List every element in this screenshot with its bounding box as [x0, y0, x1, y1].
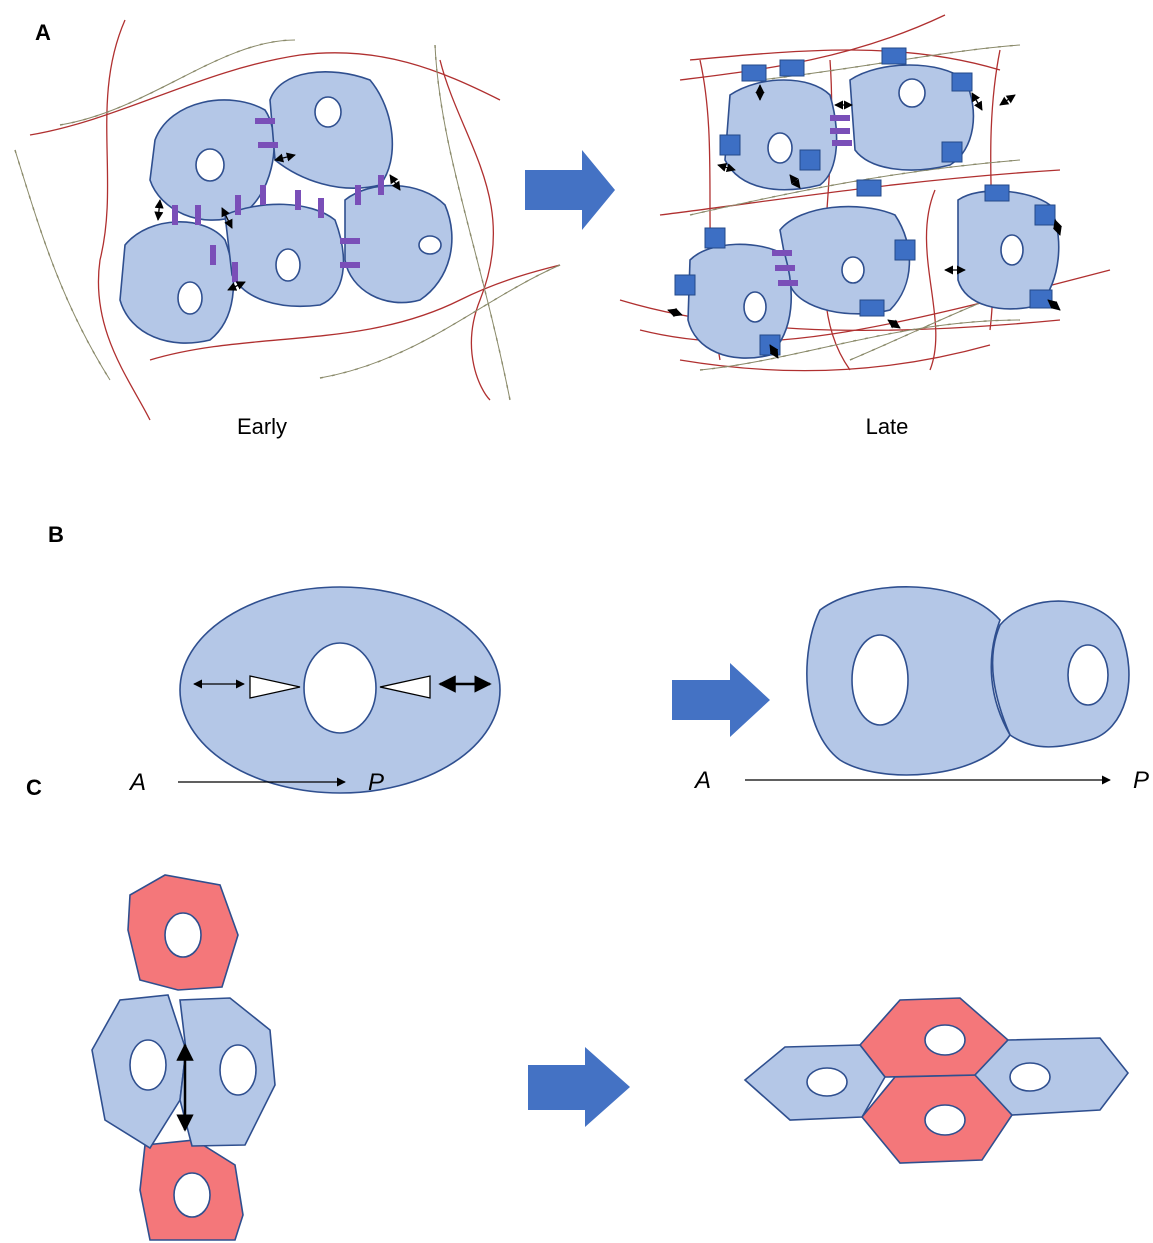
junction: [210, 245, 216, 265]
axis-label: P: [1133, 767, 1149, 794]
cell: [807, 587, 1129, 775]
junction: [258, 142, 278, 148]
junction: [255, 118, 275, 124]
caption: Early: [237, 414, 287, 439]
cell: [120, 72, 452, 343]
junction: [355, 185, 361, 205]
receptor: [1030, 290, 1052, 308]
cell: [925, 1025, 965, 1055]
receptor: [705, 228, 725, 248]
arrow: [158, 200, 160, 220]
cell: [130, 1040, 166, 1090]
junction: [318, 198, 324, 218]
cell: [745, 998, 1128, 1163]
junction: [340, 238, 360, 244]
transition-arrow: [525, 150, 615, 230]
page: A B C Early: [0, 0, 1153, 1243]
junction: [775, 265, 795, 271]
figure: A B C Early: [0, 0, 1153, 1243]
panel-label: B: [48, 522, 64, 547]
junction: [830, 128, 850, 134]
receptor: [800, 150, 820, 170]
receptor: [985, 185, 1009, 201]
junction: [830, 115, 850, 121]
cell: [276, 249, 300, 281]
cell: [744, 292, 766, 322]
cell: [899, 79, 925, 107]
junction: [195, 205, 201, 225]
junction: [172, 205, 178, 225]
cell: [1001, 235, 1023, 265]
transition-arrow: [672, 663, 770, 737]
receptor: [952, 73, 972, 91]
cell: [178, 282, 202, 314]
cell: [419, 236, 441, 254]
axis-label: A: [128, 769, 146, 796]
receptor: [720, 135, 740, 155]
transition-arrow: [528, 1047, 630, 1127]
cell: [925, 1105, 965, 1135]
junction: [260, 185, 266, 205]
fibers: [15, 150, 110, 380]
caption: Late: [866, 414, 909, 439]
cell: [196, 149, 224, 181]
receptor: [1035, 205, 1055, 225]
receptor: [942, 142, 962, 162]
cell: [315, 97, 341, 127]
junction: [295, 190, 301, 210]
receptor: [675, 275, 695, 295]
cell: [165, 913, 201, 957]
fibers: [15, 150, 110, 380]
axis-label: A: [693, 767, 711, 794]
receptor: [860, 300, 884, 316]
cell: [304, 643, 376, 733]
arrow: [1000, 95, 1015, 105]
fibers: [926, 190, 935, 370]
receptor: [857, 180, 881, 196]
junction: [772, 250, 792, 256]
cell: [1068, 645, 1108, 705]
cell: [220, 1045, 256, 1095]
junction: [340, 262, 360, 268]
cell: [174, 1173, 210, 1217]
junction: [832, 140, 852, 146]
panel-label: C: [26, 775, 42, 800]
cell: [180, 587, 500, 793]
junction: [378, 175, 384, 195]
cell: [120, 222, 233, 343]
cell: [270, 72, 392, 188]
receptor: [742, 65, 766, 81]
axis-label: P: [368, 769, 384, 796]
cell: [1010, 1063, 1050, 1091]
junction: [778, 280, 798, 286]
fibers: [98, 20, 150, 420]
cell: [92, 875, 275, 1240]
cell: [807, 1068, 847, 1096]
receptor: [882, 48, 906, 64]
receptor: [780, 60, 804, 76]
cell: [842, 257, 864, 283]
junction: [235, 195, 241, 215]
cell: [768, 133, 792, 163]
cell: [852, 635, 908, 725]
panel-label: A: [35, 20, 51, 45]
junction: [232, 262, 238, 282]
receptor: [895, 240, 915, 260]
